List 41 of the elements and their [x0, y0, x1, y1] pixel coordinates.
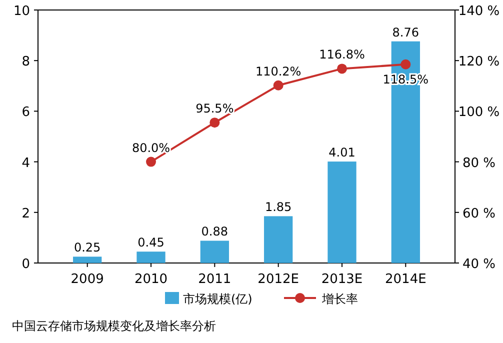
point	[210, 118, 220, 128]
data-label: 110.2%	[255, 64, 302, 78]
point	[400, 59, 411, 70]
data-label: 4.01	[328, 146, 356, 160]
y2-tick-label: 100 %	[458, 105, 500, 120]
bar	[136, 252, 166, 263]
legend-label: 市场规模(亿)	[183, 292, 252, 306]
x-tick-label: 2010	[134, 272, 168, 287]
y2-tick-label: 140 %	[458, 4, 500, 19]
data-label: 1.85	[264, 200, 292, 214]
data-label: 0.88	[201, 224, 228, 239]
y-tick-label: 8	[22, 54, 30, 70]
y-tick-label: 4	[22, 156, 30, 171]
bar	[328, 162, 356, 263]
data-label: 80.0%	[132, 140, 170, 155]
y-tick-label: 10	[13, 4, 30, 19]
y-tick-label: 6	[22, 105, 30, 120]
data-label: 95.5%	[196, 102, 234, 116]
bar	[200, 240, 229, 263]
x-tick-label: 2012E	[258, 272, 299, 287]
bar	[264, 216, 293, 263]
data-label: 116.8%	[319, 48, 365, 62]
data-label: 0.25	[74, 240, 101, 255]
data-label: 0.45	[138, 236, 164, 250]
legend-label: 增长率	[321, 292, 358, 306]
y2-tick-label: 40 %	[462, 257, 496, 272]
point	[336, 64, 347, 74]
x-tick-label: 2009	[70, 272, 104, 287]
point	[146, 156, 156, 167]
x-tick-label: 2013E	[321, 272, 363, 287]
x-tick-label: 2011	[198, 272, 232, 287]
y-tick-label: 2	[22, 206, 30, 222]
y2-tick-label: 80 %	[462, 156, 496, 171]
y2-tick-label: 60 %	[462, 206, 496, 222]
x-tick-label: 2014E	[385, 272, 426, 287]
data-label: 8.76	[392, 25, 420, 40]
bar	[73, 256, 102, 263]
point	[273, 80, 284, 90]
y2-tick-label: 120 %	[458, 54, 500, 70]
y-tick-label: 0	[22, 257, 30, 272]
text: 中国云存储市场规模变化及增长率分析	[12, 319, 216, 333]
